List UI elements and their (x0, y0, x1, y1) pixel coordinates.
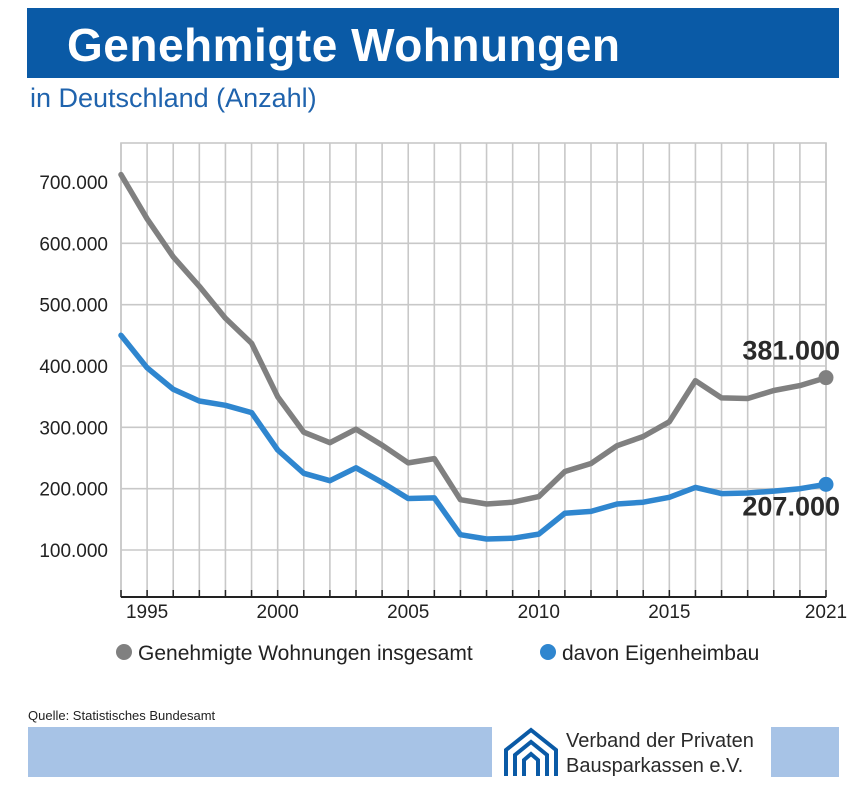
source-note: Quelle: Statistisches Bundesamt (28, 708, 216, 723)
chart-subtitle: in Deutschland (Anzahl) (30, 83, 317, 113)
legend-label: davon Eigenheimbau (562, 642, 759, 665)
legend-marker (116, 644, 132, 660)
end-point-eigenheim (818, 476, 834, 492)
y-tick-label: 200.000 (39, 480, 108, 501)
plot-frame (120, 142, 827, 598)
y-tick-label: 300.000 (39, 418, 108, 439)
legend-marker (540, 644, 556, 660)
logo-text-line1: Verband der Privaten (566, 730, 754, 752)
end-point-total (818, 370, 834, 386)
x-tick-label: 2021 (805, 602, 847, 623)
x-tick-label: 2010 (518, 602, 560, 623)
x-tick-label: 2000 (257, 602, 299, 623)
series-line-eigenheim (118, 332, 829, 542)
y-tick-label: 100.000 (39, 541, 108, 562)
y-tick-label: 700.000 (39, 173, 108, 194)
series-line-total (118, 171, 829, 507)
line-chart: 100.000 200.000 300.000 400.000 500.000 600.0… (39, 142, 847, 665)
y-tick-label: 500.000 (39, 296, 108, 317)
y-tick-label: 600.000 (39, 234, 108, 255)
title-bar: Genehmigte Wohnungen (27, 8, 839, 78)
x-tick-label: 2015 (648, 602, 690, 623)
footer-band-left (28, 727, 492, 777)
vdpb-logo: Verband der Privaten Bausparkassen e.V. (500, 724, 766, 780)
house-logo-icon (504, 727, 558, 776)
chart-title: Genehmigte Wohnungen (67, 19, 621, 71)
x-tick-label: 1995 (126, 602, 168, 623)
footer-band-right (771, 727, 839, 777)
logo-text-line2: Bausparkassen e.V. (566, 755, 744, 777)
end-label-eigenheim: 207.000 (742, 491, 840, 521)
legend-label: Genehmigte Wohnungen insgesamt (138, 642, 473, 665)
end-label-total: 381.000 (742, 336, 840, 366)
y-tick-label: 400.000 (39, 357, 108, 378)
x-tick-label: 2005 (387, 602, 429, 623)
